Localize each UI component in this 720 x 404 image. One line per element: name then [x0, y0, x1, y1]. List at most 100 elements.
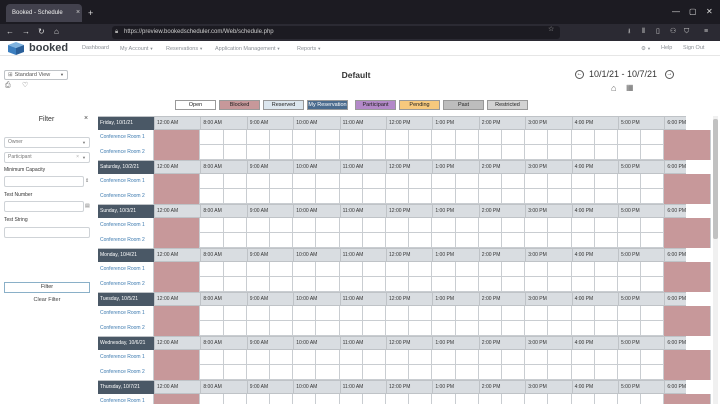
open-slot[interactable]: [548, 130, 572, 145]
open-slot[interactable]: [572, 350, 595, 365]
filter-button[interactable]: Filter: [4, 282, 90, 293]
open-slot[interactable]: [432, 277, 456, 292]
open-slot[interactable]: [224, 277, 247, 292]
open-slot[interactable]: [548, 218, 572, 233]
open-slot[interactable]: [502, 145, 526, 160]
open-slot[interactable]: [293, 233, 317, 248]
sidebar-icon[interactable]: ▯: [656, 28, 660, 35]
open-slot[interactable]: [479, 306, 502, 321]
open-slot[interactable]: [363, 130, 386, 145]
open-slot[interactable]: [432, 189, 456, 204]
open-slot[interactable]: [502, 306, 526, 321]
home-today-icon[interactable]: ⌂: [611, 83, 617, 93]
open-slot[interactable]: [572, 321, 595, 336]
downloads-icon[interactable]: ⭳: [628, 28, 631, 35]
open-slot[interactable]: [525, 174, 549, 189]
open-slot[interactable]: [270, 365, 294, 380]
open-slot[interactable]: [247, 321, 270, 336]
open-slot[interactable]: [572, 174, 595, 189]
open-slot[interactable]: [224, 233, 247, 248]
open-slot[interactable]: [270, 321, 294, 336]
open-slot[interactable]: [293, 262, 317, 277]
open-slot[interactable]: [641, 394, 665, 404]
open-slot[interactable]: [316, 350, 340, 365]
open-slot[interactable]: [572, 262, 595, 277]
browser-tab[interactable]: Booked - Schedule: [6, 4, 82, 22]
open-slot[interactable]: [595, 145, 618, 160]
open-slot[interactable]: [641, 233, 665, 248]
url-bar[interactable]: 🔒︎ https://preview.bookedscheduler.com/W…: [112, 26, 560, 39]
open-slot[interactable]: [502, 350, 526, 365]
open-slot[interactable]: [525, 306, 549, 321]
date-icon[interactable]: ▤: [85, 203, 90, 209]
open-slot[interactable]: [548, 189, 572, 204]
open-slot[interactable]: [595, 365, 618, 380]
open-slot[interactable]: [293, 277, 317, 292]
library-icon[interactable]: ⫴: [642, 28, 645, 35]
open-slot[interactable]: [224, 189, 247, 204]
open-slot[interactable]: [432, 130, 456, 145]
open-slot[interactable]: [386, 365, 410, 380]
open-slot[interactable]: [363, 350, 386, 365]
open-slot[interactable]: [386, 130, 410, 145]
open-slot[interactable]: [548, 233, 572, 248]
back-icon[interactable]: ←: [6, 27, 14, 36]
view-select[interactable]: ⊞ Standard View ▼: [4, 70, 68, 80]
open-slot[interactable]: [316, 321, 340, 336]
open-slot[interactable]: [641, 145, 665, 160]
open-slot[interactable]: [618, 306, 642, 321]
open-slot[interactable]: [479, 394, 502, 404]
open-slot[interactable]: [293, 145, 317, 160]
open-slot[interactable]: [224, 394, 247, 404]
open-slot[interactable]: [270, 233, 294, 248]
open-slot[interactable]: [363, 321, 386, 336]
resource-link[interactable]: Conference Room 1: [98, 350, 154, 365]
open-slot[interactable]: [618, 277, 642, 292]
close-window-icon[interactable]: ✕: [706, 7, 713, 16]
open-slot[interactable]: [572, 145, 595, 160]
open-slot[interactable]: [618, 233, 642, 248]
open-slot[interactable]: [479, 321, 502, 336]
open-slot[interactable]: [363, 277, 386, 292]
open-slot[interactable]: [316, 277, 340, 292]
resource-link[interactable]: Conference Room 1: [98, 174, 154, 189]
open-slot[interactable]: [386, 394, 410, 404]
open-slot[interactable]: [409, 262, 433, 277]
open-slot[interactable]: [525, 262, 549, 277]
open-slot[interactable]: [548, 262, 572, 277]
open-slot[interactable]: [224, 130, 247, 145]
open-slot[interactable]: [409, 365, 433, 380]
open-slot[interactable]: [316, 130, 340, 145]
open-slot[interactable]: [340, 145, 363, 160]
open-slot[interactable]: [548, 145, 572, 160]
heart-icon[interactable]: ♡: [22, 82, 29, 89]
open-slot[interactable]: [316, 174, 340, 189]
open-slot[interactable]: [548, 321, 572, 336]
open-slot[interactable]: [200, 189, 224, 204]
open-slot[interactable]: [247, 306, 270, 321]
clear-icon[interactable]: ×: [76, 154, 79, 160]
open-slot[interactable]: [618, 189, 642, 204]
open-slot[interactable]: [572, 365, 595, 380]
open-slot[interactable]: [502, 174, 526, 189]
open-slot[interactable]: [502, 394, 526, 404]
open-slot[interactable]: [432, 321, 456, 336]
test-string-input[interactable]: [4, 227, 90, 238]
open-slot[interactable]: [572, 130, 595, 145]
open-slot[interactable]: [525, 365, 549, 380]
open-slot[interactable]: [525, 350, 549, 365]
open-slot[interactable]: [595, 394, 618, 404]
open-slot[interactable]: [340, 277, 363, 292]
open-slot[interactable]: [340, 306, 363, 321]
open-slot[interactable]: [247, 394, 270, 404]
open-slot[interactable]: [363, 365, 386, 380]
nav-dashboard[interactable]: Dashboard: [82, 45, 109, 52]
open-slot[interactable]: [270, 189, 294, 204]
open-slot[interactable]: [293, 189, 317, 204]
open-slot[interactable]: [572, 394, 595, 404]
open-slot[interactable]: [641, 277, 665, 292]
open-slot[interactable]: [409, 321, 433, 336]
open-slot[interactable]: [595, 306, 618, 321]
open-slot[interactable]: [548, 277, 572, 292]
clear-filter-link[interactable]: Clear Filter: [33, 297, 61, 303]
